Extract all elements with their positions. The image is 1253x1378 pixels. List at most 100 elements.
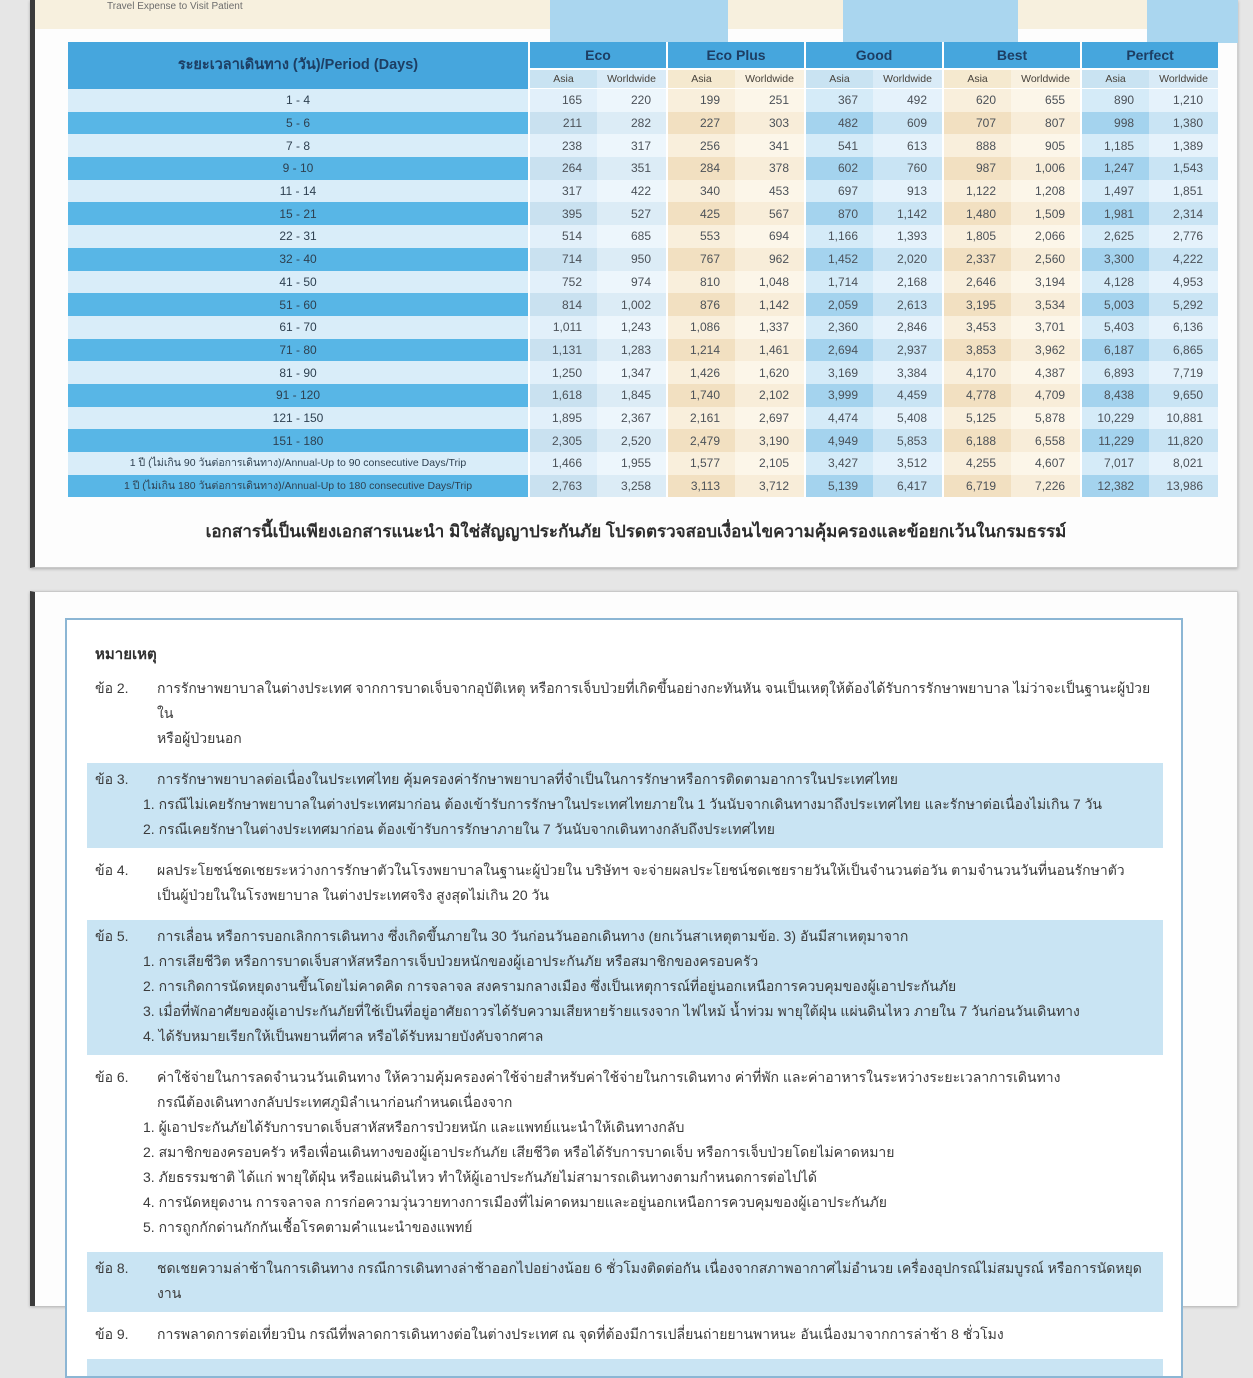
premium-value-cell: 1,805	[942, 225, 1012, 248]
period-cell: 71 - 80	[68, 338, 528, 362]
note-text: การรักษาพยาบาลต่อเนื่องในประเทศไทย คุ้มค…	[157, 771, 899, 787]
plan-header-row: ระยะเวลาเดินทาง (วัน)/Period (Days) Eco Ec…	[68, 42, 1219, 89]
premium-value-cell: 4,222	[1149, 247, 1219, 271]
premium-value-cell: 714	[528, 247, 597, 271]
period-cell: 1 ปี (ไม่เกิน 180 วันต่อการเดินทาง)/Annu…	[68, 474, 528, 498]
period-cell: 22 - 31	[68, 225, 528, 248]
note-item: ข้อ 3. การรักษาพยาบาลต่อเนื่องในประเทศไทย…	[87, 763, 1163, 848]
premium-value-cell: 341	[735, 134, 805, 158]
premium-value-cell: 238	[528, 134, 597, 158]
table-row: 51 - 60 814 1,002 876 1,142 2,059 2,613 3,195 3,…	[68, 293, 1219, 316]
premium-value-cell: 1,006	[1011, 157, 1081, 180]
region-header-worldwide: Worldwide	[873, 70, 943, 89]
premium-value-cell: 5,403	[1080, 315, 1150, 339]
region-header-worldwide: Worldwide	[1149, 70, 1219, 89]
premium-value-cell: 2,305	[528, 429, 597, 452]
premium-value-cell: 5,853	[873, 429, 943, 452]
premium-value-cell: 340	[666, 179, 735, 203]
note-subitem: 4. การนัดหยุดงาน การจลาจล การก่อความวุ่น…	[143, 1194, 887, 1210]
premium-value-cell: 395	[528, 202, 597, 226]
period-cell: 11 - 14	[68, 179, 528, 203]
table-row: 91 - 120 1,618 1,845 1,740 2,102 3,999 4,459 4,…	[68, 383, 1219, 407]
premium-value-cell: 453	[735, 179, 805, 203]
region-header-asia: Asia	[666, 70, 735, 89]
period-cell: 91 - 120	[68, 383, 528, 407]
premium-value-cell: 2,937	[873, 338, 943, 362]
region-header-asia: Asia	[528, 70, 597, 89]
premium-value-cell: 685	[597, 225, 666, 248]
premium-table: ระยะเวลาเดินทาง (วัน)/Period (Days) Eco Ec…	[68, 42, 1219, 498]
premium-value-cell: 2,560	[1011, 247, 1081, 271]
note-number: ข้อ 5.	[95, 928, 129, 944]
note-item: ข้อ 4. ผลประโยชน์ชดเชยระหว่างการรักษาตัวใ…	[87, 854, 1163, 914]
notes-title: หมายเหตุ	[95, 646, 157, 663]
premium-value-cell: 1,426	[666, 361, 735, 384]
premium-value-cell: 282	[597, 111, 666, 135]
table-row: 61 - 70 1,011 1,243 1,086 1,337 2,360 2,846 3,4…	[68, 315, 1219, 339]
premium-value-cell: 6,893	[1080, 361, 1150, 384]
premium-value-cell: 962	[735, 247, 805, 271]
period-cell: 1 - 4	[68, 89, 528, 112]
premium-value-cell: 1,214	[666, 338, 735, 362]
premium-value-cell: 317	[597, 134, 666, 158]
premium-value-cell: 317	[528, 179, 597, 203]
premium-value-cell: 4,459	[873, 383, 943, 407]
period-cell: 15 - 21	[68, 202, 528, 226]
premium-value-cell: 211	[528, 111, 597, 135]
period-cell: 1 ปี (ไม่เกิน 90 วันต่อการเดินทาง)/Annua…	[68, 452, 528, 475]
premium-value-cell: 1,714	[804, 270, 874, 294]
note-number: ข้อ 3.	[95, 771, 129, 787]
table-row: 151 - 180 2,305 2,520 2,479 3,190 4,949 5,853 6…	[68, 429, 1219, 452]
region-header-asia: Asia	[804, 70, 874, 89]
premium-value-cell: 876	[666, 293, 735, 316]
premium-value-cell: 1,509	[1011, 202, 1081, 226]
premium-value-cell: 3,427	[804, 452, 874, 475]
note-text: การเลื่อน หรือการบอกเลิกการเดินทาง ซึ่งเ…	[157, 928, 909, 944]
premium-value-cell: 810	[666, 270, 735, 294]
region-header-row: Asia Worldwide Asia Worldwide Asia Worldwide A…	[68, 70, 1219, 89]
premium-value-cell: 1,981	[1080, 202, 1150, 226]
premium-value-cell: 2,314	[1149, 202, 1219, 226]
premium-value-cell: 422	[597, 179, 666, 203]
premium-value-cell: 6,865	[1149, 338, 1219, 362]
note-text: ค่าใช้จ่ายในการลดจำนวนวันเดินทาง ให้ความ…	[157, 1069, 1061, 1085]
region-header-worldwide: Worldwide	[735, 70, 805, 89]
premium-value-cell: 3,195	[942, 293, 1012, 316]
premium-value-cell: 4,387	[1011, 361, 1081, 384]
note-subitem: 1. การเสียชีวิต หรือการบาดเจ็บสาหัสหรือก…	[143, 953, 759, 969]
premium-value-cell: 2,479	[666, 429, 735, 452]
premium-value-cell: 1,389	[1149, 134, 1219, 158]
premium-value-cell: 987	[942, 157, 1012, 180]
premium-value-cell: 767	[666, 247, 735, 271]
premium-value-cell: 256	[666, 134, 735, 158]
premium-value-cell: 998	[1080, 111, 1150, 135]
premium-value-cell: 527	[597, 202, 666, 226]
premium-value-cell: 1,955	[597, 452, 666, 475]
premium-value-cell: 4,709	[1011, 383, 1081, 407]
premium-value-cell: 4,170	[942, 361, 1012, 384]
period-cell: 81 - 90	[68, 361, 528, 384]
premium-value-cell: 2,697	[735, 406, 805, 430]
note-subitem: 5. การถูกกักด่านกักกันเชื้อโรคตามคำแนะนำ…	[143, 1219, 473, 1235]
premium-value-cell: 4,128	[1080, 270, 1150, 294]
table-cell-fragment	[1147, 0, 1238, 43]
premium-value-cell: 602	[804, 157, 874, 180]
premium-value-cell: 1,131	[528, 338, 597, 362]
premium-value-cell: 9,650	[1149, 383, 1219, 407]
premium-value-cell: 1,002	[597, 293, 666, 316]
note-subitem: 2. สมาชิกของครอบครัว หรือเพื่อนเดินทางขอ…	[143, 1144, 895, 1160]
benefit-label: Travel Expense to Visit Patient	[107, 1, 243, 12]
premium-value-cell: 2,367	[597, 406, 666, 430]
note-subitem: 3. ภัยธรรมชาติ ได้แก่ พายุใต้ฝุ่น หรือแผ…	[143, 1169, 817, 1185]
premium-value-cell: 3,453	[942, 315, 1012, 339]
premium-value-cell: 3,300	[1080, 247, 1150, 271]
premium-value-cell: 10,229	[1080, 406, 1150, 430]
premium-value-cell: 1,480	[942, 202, 1012, 226]
premium-value-cell: 1,380	[1149, 111, 1219, 135]
note-body: การรักษาพยาบาลในต่างประเทศ จากการบาดเจ็บ…	[143, 676, 1153, 751]
premium-value-cell: 752	[528, 270, 597, 294]
note-subitem: 1. ผู้เอาประกันภัยได้รับการบาดเจ็บสาหัสห…	[143, 1119, 685, 1135]
table-row: 1 - 4 165 220 199 251 367 492 620 655 890 1,210	[68, 89, 1219, 112]
period-cell: 41 - 50	[68, 270, 528, 294]
premium-value-cell: 2,059	[804, 293, 874, 316]
